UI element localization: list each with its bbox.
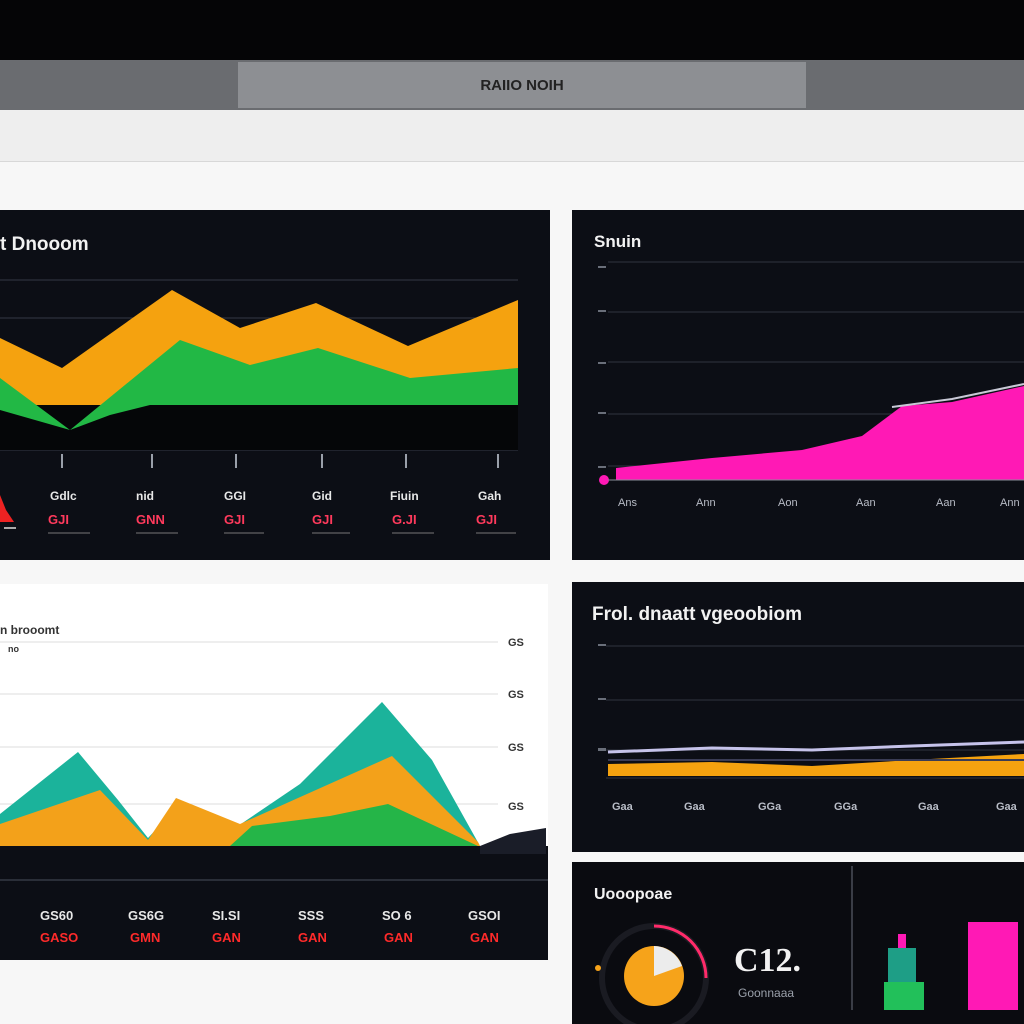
label-bottom: GAN (384, 930, 413, 945)
series-marker (599, 475, 609, 485)
label-top: SI.SI (212, 908, 240, 923)
series-orange-band (608, 754, 1024, 776)
donut-arc (653, 924, 708, 979)
x-label: Gaa (612, 801, 634, 813)
x-label: Gaa (684, 801, 706, 813)
label-top: SSS (298, 908, 324, 923)
bar-magenta (968, 922, 1018, 1010)
area-chart: Gdlc nid GGI Gid Fiuin Gah GJI GNN GJI G… (0, 279, 518, 534)
y-label: GS (508, 637, 524, 649)
y-label: GS (508, 742, 524, 754)
x-label: Aan (936, 497, 956, 509)
label-bottom: GJI (224, 512, 245, 527)
kpi-value: C12. (734, 942, 802, 979)
x-label: Aon (778, 497, 798, 509)
series-green-area (0, 340, 518, 430)
x-label: Gaa (996, 801, 1018, 813)
y-label: GS (508, 801, 524, 813)
series-dark-tail (480, 828, 546, 854)
toolbar (0, 110, 1024, 162)
x-label: Gaa (918, 801, 940, 813)
label-top: Gah (478, 489, 501, 503)
label-top: GS60 (40, 908, 73, 923)
panel-title: Frol. dnaatt vgeoobiom (592, 604, 803, 625)
label-bottom: GJI (48, 512, 69, 527)
panel-title: t Dnooom (0, 234, 89, 255)
label-top: GGI (224, 489, 246, 503)
label-bottom: GNN (136, 512, 165, 527)
label-bottom: GJI (312, 512, 333, 527)
y-ticks (598, 266, 606, 468)
label-top: SO 6 (382, 908, 412, 923)
bar-green (884, 982, 924, 1010)
series-green-area (230, 804, 478, 846)
axis-ticks (61, 454, 499, 468)
kpi-title: Uooopoae (594, 886, 673, 903)
kpi-caption: Goonnaaa (738, 986, 795, 1000)
stacked-area-chart: GS GS GS GS n brooomt no GS60 GS6G SI.SI… (0, 623, 548, 960)
bar-teal (888, 948, 916, 982)
series-magenta-area (616, 386, 1024, 480)
window-title: RAIIO NOIH (480, 76, 564, 94)
panel-title: Snuin (594, 232, 642, 251)
label-bottom: GAN (212, 930, 241, 945)
bar-magenta-cap (898, 934, 906, 948)
panel-magenta-chart: Ans Ann Aon Aan Aan Ann Snuin (572, 210, 1024, 560)
series-outline (891, 383, 1024, 408)
monitor-bezel (0, 0, 1024, 60)
chart-title: n brooomt (0, 623, 59, 637)
pie-marker (595, 965, 601, 971)
panel-area-chart: Gdlc nid GGI Gid Fiuin Gah GJI GNN GJI G… (0, 210, 550, 560)
series-lavender-line (607, 740, 1024, 754)
y-ticks (598, 644, 606, 751)
x-label: Aan (856, 497, 876, 509)
y-label: GS (508, 689, 524, 701)
label-bottom: GASO (40, 930, 78, 945)
label-top: Fiuin (390, 489, 419, 503)
panel-stacked-area: GS GS GS GS n brooomt no GS60 GS6G SI.SI… (0, 584, 548, 960)
panel-line-chart: Gaa Gaa GGa GGa Gaa Gaa Frol. dnaatt vge… (572, 582, 1024, 852)
x-label: GGa (758, 801, 782, 813)
x-label: Ans (618, 497, 637, 509)
label-top: GSOI (468, 908, 501, 923)
x-label: GGa (834, 801, 858, 813)
label-bottom: G.JI (392, 512, 417, 527)
chart-base-panel (0, 846, 548, 960)
line-chart: Gaa Gaa GGa GGa Gaa Gaa (598, 644, 1024, 813)
magenta-area-chart: Ans Ann Aon Aan Aan Ann (598, 261, 1024, 509)
kpi-graphics (595, 866, 1018, 1024)
x-label: Ann (1000, 497, 1020, 509)
alert-marker (0, 495, 16, 529)
label-bottom: GAN (298, 930, 327, 945)
label-top: Gid (312, 489, 332, 503)
label-top: nid (136, 489, 154, 503)
label-top: GS6G (128, 908, 164, 923)
pie-slice-light (654, 946, 682, 976)
label-bottom: GAN (470, 930, 499, 945)
x-label: Ann (696, 497, 716, 509)
label-bottom: GJI (476, 512, 497, 527)
label-bottom: GMN (130, 930, 160, 945)
label-top: Gdlc (50, 489, 77, 503)
panel-kpi: Uooopoae C12. Goonnaaa (572, 862, 1024, 1024)
chart-base (0, 405, 518, 450)
window-title-tab[interactable]: RAIIO NOIH (238, 62, 806, 108)
chart-subtitle: no (8, 644, 19, 654)
